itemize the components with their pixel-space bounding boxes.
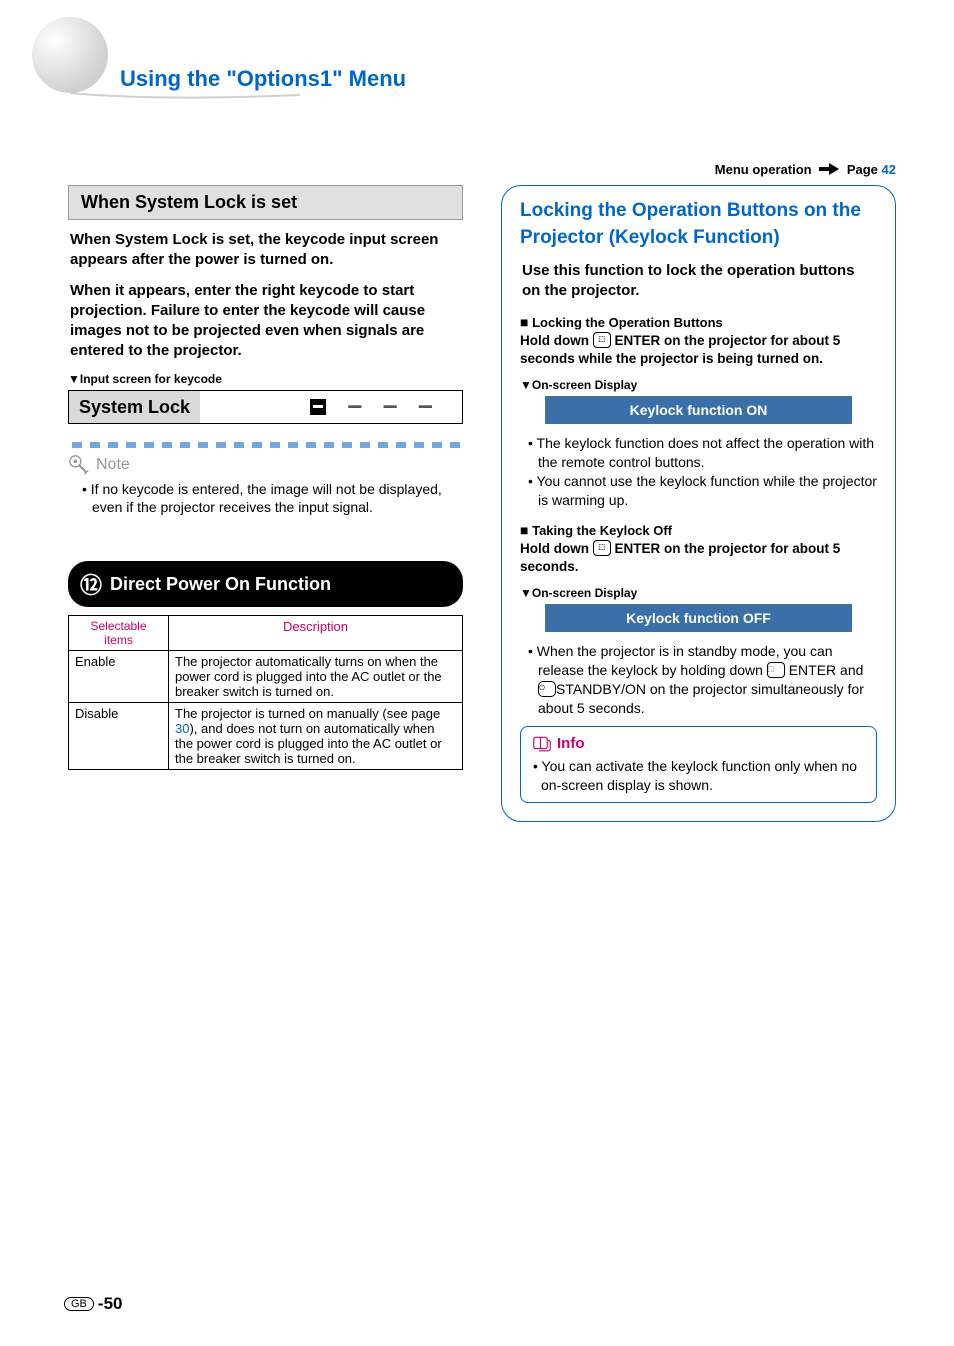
standby-button-icon: ⏻ (538, 681, 556, 697)
footer: GB -50 (64, 1294, 122, 1314)
note-heading: Note (68, 454, 463, 476)
table-cell-item: Disable (69, 703, 169, 770)
note-bullet: • If no keycode is entered, the image wi… (82, 480, 463, 518)
keylock-title: Locking the Operation Buttons on the Pro… (520, 198, 877, 251)
desc-pre: The projector is turned on manually (see… (175, 706, 440, 721)
right-arrow-icon (819, 163, 839, 178)
intro-para-1: When System Lock is set, the keycode inp… (70, 230, 461, 271)
note-text: If no keycode is entered, the image will… (91, 481, 442, 516)
square-bullet-icon: ■ (520, 522, 528, 538)
bullet-text: The keylock function does not affect the… (537, 435, 875, 470)
keycode-dash: – (384, 394, 397, 419)
square-bullet-icon: ■ (520, 314, 528, 330)
locking-subtitle-text: Locking the Operation Buttons (532, 315, 723, 330)
locking-instruction: Hold down ⬚ ENTER on the projector for a… (520, 332, 877, 368)
info-bullet: • You can activate the keylock function … (533, 757, 864, 795)
enter-button-icon: ⬚ (767, 662, 785, 678)
intro-para-2: When it appears, enter the right keycode… (70, 281, 461, 362)
menu-operation-ref: Menu operation Page 42 (715, 162, 896, 178)
info-text: You can activate the keylock function on… (541, 758, 857, 793)
header-decor (0, 0, 300, 110)
table-cell-desc: The projector is turned on manually (see… (169, 703, 463, 770)
keylock-lead: Use this function to lock the operation … (522, 261, 875, 302)
circled-number-icon: ⑫ (80, 568, 102, 600)
bullet-text: You cannot use the keylock function whil… (537, 473, 877, 508)
direct-power-table: Selectable items Description Enable The … (68, 615, 463, 770)
info-icon (533, 735, 551, 753)
osd-label-2: ▼On-screen Display (520, 586, 877, 600)
note-label: Note (96, 456, 130, 474)
section-bar-direct-power: ⑫ Direct Power On Function (68, 561, 463, 607)
osd-label: ▼On-screen Display (520, 378, 877, 392)
keycode-cursor-icon (310, 399, 326, 415)
list-item: • When the projector is in standby mode,… (528, 642, 877, 718)
system-lock-label: System Lock (69, 391, 200, 423)
osd-keylock-on: Keylock function ON (545, 396, 852, 424)
system-lock-box: System Lock – – – (68, 390, 463, 424)
unlock-subtitle-text: Taking the Keylock Off (532, 523, 672, 538)
enter-button-icon: ⬚ (593, 332, 611, 348)
system-lock-entry: – – – (200, 394, 462, 419)
text-frag: STANDBY/ON on the projector simultaneous… (538, 681, 864, 716)
keylock-container: Locking the Operation Buttons on the Pro… (501, 185, 896, 822)
text-frag: Hold down (520, 541, 593, 556)
left-column: When System Lock is set When System Lock… (68, 185, 463, 822)
gb-badge: GB (64, 1297, 94, 1311)
list-item: • You cannot use the keylock function wh… (528, 472, 877, 510)
direct-power-title: Direct Power On Function (110, 574, 331, 595)
table-header-items: Selectable items (69, 616, 169, 651)
menu-op-page-label: Page (847, 162, 878, 177)
note-icon (68, 454, 90, 476)
keylock-bullets: • The keylock function does not affect t… (528, 434, 877, 510)
table-cell-item: Enable (69, 651, 169, 703)
table-header-desc: Description (169, 616, 463, 651)
keycode-dash: – (419, 394, 432, 419)
unlock-subtitle: ■ Taking the Keylock Off (520, 522, 877, 538)
text-frag: Hold down (520, 333, 593, 348)
right-column: Locking the Operation Buttons on the Pro… (501, 185, 896, 822)
enter-button-icon: ⬚ (593, 540, 611, 556)
text-frag: ENTER and (785, 662, 864, 678)
menu-op-text: Menu operation (715, 162, 812, 177)
input-screen-label: ▼Input screen for keycode (68, 372, 463, 386)
table-row: Enable The projector automatically turns… (69, 651, 463, 703)
keycode-dash: – (348, 394, 361, 419)
menu-op-page-num: 42 (882, 162, 896, 177)
osd-keylock-off: Keylock function OFF (545, 604, 852, 632)
locking-subtitle: ■ Locking the Operation Buttons (520, 314, 877, 330)
table-cell-desc: The projector automatically turns on whe… (169, 651, 463, 703)
page-title: Using the "Options1" Menu (120, 66, 406, 92)
dotted-divider (68, 442, 463, 448)
list-item: • The keylock function does not affect t… (528, 434, 877, 472)
info-label: Info (557, 735, 585, 752)
desc-post: ), and does not turn on automatically wh… (175, 721, 442, 766)
page-link[interactable]: 30 (175, 721, 189, 736)
section-bar-system-lock: When System Lock is set (68, 185, 463, 220)
page-number: -50 (98, 1294, 123, 1314)
table-row: Disable The projector is turned on manua… (69, 703, 463, 770)
standby-bullet: • When the projector is in standby mode,… (528, 642, 877, 718)
unlock-instruction: Hold down ⬚ ENTER on the projector for a… (520, 540, 877, 576)
info-box: Info • You can activate the keylock func… (520, 726, 877, 804)
info-heading: Info (533, 735, 864, 753)
